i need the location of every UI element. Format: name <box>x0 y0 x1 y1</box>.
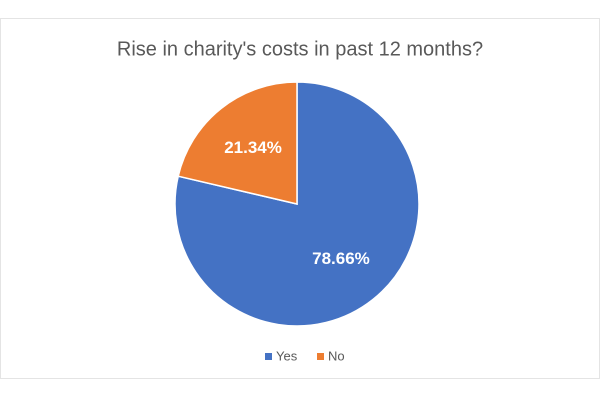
chart-title: Rise in charity's costs in past 12 month… <box>117 38 483 60</box>
legend-marker <box>317 353 324 360</box>
pie-slice <box>177 81 298 205</box>
data-label: 78.66% <box>312 249 370 268</box>
data-label: 21.34% <box>224 138 282 157</box>
legend-marker <box>265 353 272 360</box>
legend-label: Yes <box>276 348 298 363</box>
legend-label: No <box>328 348 345 363</box>
